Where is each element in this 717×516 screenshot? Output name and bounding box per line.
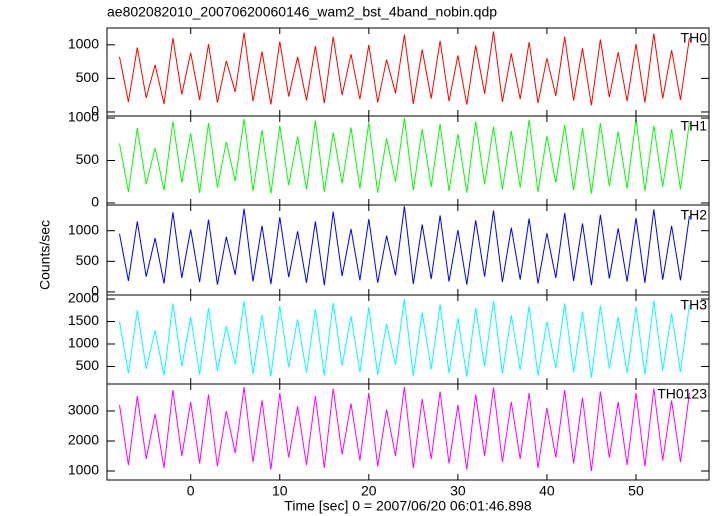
y-tick-label: 500 <box>76 357 100 373</box>
panel-frame <box>106 383 710 481</box>
y-tick-label: 1000 <box>68 109 99 125</box>
x-tick-label: 50 <box>628 483 644 499</box>
panel-label: TH0123 <box>657 386 707 402</box>
y-tick-label: 1000 <box>68 221 99 237</box>
light-curve <box>119 298 690 378</box>
y-tick-label: 2000 <box>68 432 99 448</box>
x-tick-label: 20 <box>361 483 377 499</box>
y-tick-label: 500 <box>76 252 100 268</box>
panel-frame <box>106 294 710 385</box>
panel-label: TH0 <box>681 30 708 46</box>
panel-label: TH3 <box>681 297 708 313</box>
x-tick-label: 30 <box>450 483 466 499</box>
x-axis-label: Time [sec] 0 = 2007/06/20 06:01:46.898 <box>284 498 532 514</box>
x-tick-label: 0 <box>187 483 195 499</box>
y-tick-label: 2000 <box>68 290 99 306</box>
y-tick-label: 3000 <box>68 402 99 418</box>
light-curve <box>119 117 690 194</box>
panel-frame <box>106 115 710 206</box>
y-tick-label: 0 <box>91 103 99 119</box>
y-tick-label: 1000 <box>68 35 99 51</box>
y-axis-label: Counts/sec <box>37 220 53 290</box>
panel-frame <box>106 27 710 117</box>
y-tick-label: 500 <box>76 69 100 85</box>
y-tick-label: 1000 <box>68 462 99 478</box>
light-curve <box>119 386 690 472</box>
y-tick-label: 1000 <box>68 335 99 351</box>
x-tick-label: 10 <box>272 483 288 499</box>
y-tick-label: 0 <box>91 283 99 299</box>
y-tick-label: 0 <box>91 194 99 210</box>
panel-label: TH2 <box>681 207 708 223</box>
x-tick-label: 40 <box>539 483 555 499</box>
y-tick-label: 500 <box>76 151 100 167</box>
light-curve <box>119 31 690 106</box>
light-curve <box>119 206 690 286</box>
panel-frame <box>106 204 710 296</box>
panel-label: TH1 <box>681 118 708 134</box>
chart-title: ae802082010_20070620060146_wam2_bst_4ban… <box>107 4 497 20</box>
y-tick-label: 1500 <box>68 312 99 328</box>
